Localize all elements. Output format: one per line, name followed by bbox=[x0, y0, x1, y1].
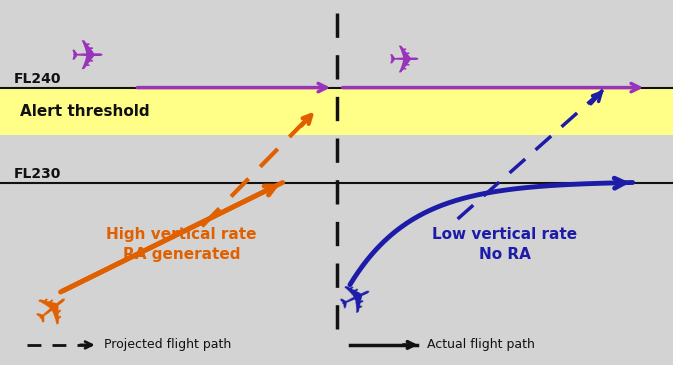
Text: ✈: ✈ bbox=[388, 43, 420, 81]
Text: High vertical rate
RA generated: High vertical rate RA generated bbox=[106, 227, 257, 262]
Text: FL230: FL230 bbox=[13, 167, 61, 181]
Text: FL240: FL240 bbox=[13, 72, 61, 86]
Bar bbox=[0, 88, 673, 135]
Text: ✈: ✈ bbox=[70, 37, 105, 80]
Text: ✈: ✈ bbox=[26, 282, 81, 339]
Text: Low vertical rate
No RA: Low vertical rate No RA bbox=[432, 227, 577, 262]
Text: ✈: ✈ bbox=[332, 273, 382, 326]
Text: Actual flight path: Actual flight path bbox=[427, 338, 535, 351]
Text: Projected flight path: Projected flight path bbox=[104, 338, 232, 351]
Text: Alert threshold: Alert threshold bbox=[20, 104, 150, 119]
